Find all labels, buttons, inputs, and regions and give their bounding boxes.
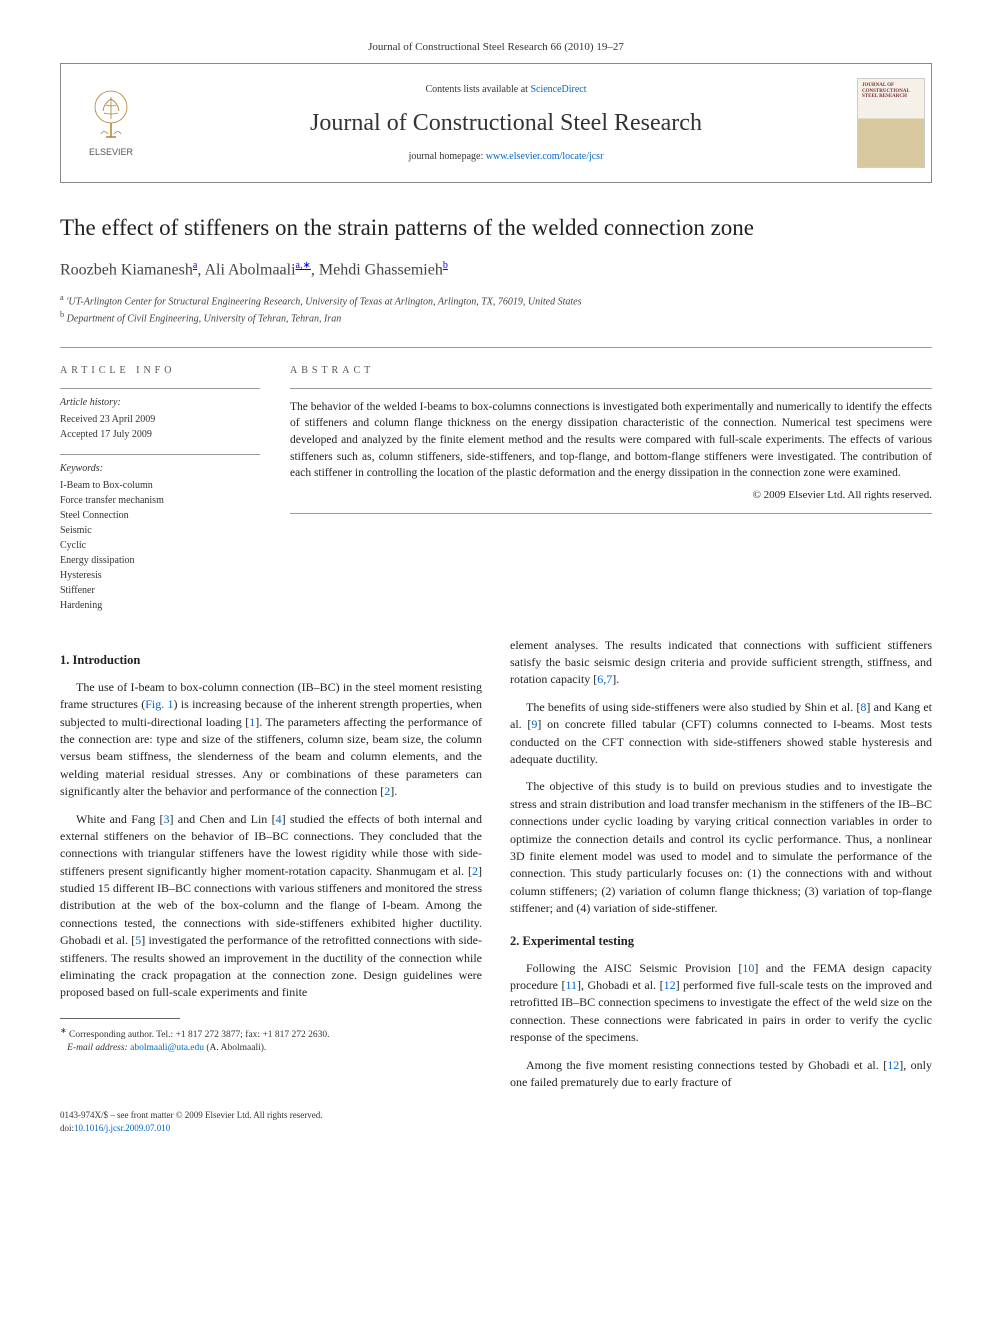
p4a: The benefits of using side-stiffeners we… [526, 700, 860, 714]
keyword-item: Seismic [60, 523, 260, 538]
author-1-affil-link[interactable]: a [193, 260, 197, 271]
publisher-logo-cell: ELSEVIER [61, 64, 161, 182]
keyword-item: Energy dissipation [60, 553, 260, 568]
p6c: ], Ghobadi et al. [ [577, 978, 664, 992]
intro-paragraph-5: The objective of this study is to build … [510, 778, 932, 917]
affiliation-b: b Department of Civil Engineering, Unive… [60, 309, 932, 326]
header-center: Contents lists available at ScienceDirec… [161, 64, 851, 182]
ref-12b-link[interactable]: 12 [887, 1058, 899, 1072]
journal-header-box: ELSEVIER Contents lists available at Sci… [60, 63, 932, 183]
fig1-link[interactable]: Fig. 1 [145, 697, 173, 711]
affil-b-sup: b [60, 310, 64, 319]
contents-list-line: Contents lists available at ScienceDirec… [425, 83, 586, 97]
corresponding-email-link[interactable]: abolmaali@uta.edu [130, 1043, 204, 1053]
accepted-date: Accepted 17 July 2009 [60, 427, 260, 442]
section-2-heading: 2. Experimental testing [510, 932, 932, 950]
keyword-item: I-Beam to Box-column [60, 478, 260, 493]
abstract-divider-top [290, 388, 932, 389]
history-label: Article history: [60, 388, 260, 410]
author-2: Ali Abolmaali [204, 262, 295, 279]
intro-paragraph-1: The use of I-beam to box-column connecti… [60, 679, 482, 801]
intro-paragraph-2: White and Fang [3] and Chen and Lin [4] … [60, 811, 482, 1002]
exp-paragraph-2: Among the five moment resisting connecti… [510, 1057, 932, 1092]
doi-line: doi:10.1016/j.jcsr.2009.07.010 [60, 1122, 932, 1135]
keyword-item: Hysteresis [60, 568, 260, 583]
affiliations: a 'UT-Arlington Center for Structural En… [60, 292, 932, 327]
p3a: element analyses. The results indicated … [510, 638, 932, 687]
keyword-item: Steel Connection [60, 508, 260, 523]
footnote-separator [60, 1018, 180, 1019]
email-who: (A. Abolmaali). [206, 1043, 266, 1053]
affil-a-sup: a [60, 293, 64, 302]
body-columns: 1. Introduction The use of I-beam to box… [60, 637, 932, 1092]
ref-11-link[interactable]: 11 [565, 978, 577, 992]
journal-reference: Journal of Constructional Steel Research… [60, 40, 932, 55]
article-info-label: ARTICLE INFO [60, 364, 260, 378]
journal-cover-cell: JOURNAL OF CONSTRUCTIONAL STEEL RESEARCH [851, 64, 931, 182]
corresponding-author-footnote: ∗ Corresponding author. Tel.: +1 817 272… [60, 1025, 482, 1056]
p7a: Among the five moment resisting connecti… [526, 1058, 887, 1072]
intro-paragraph-4: The benefits of using side-stiffeners we… [510, 699, 932, 769]
keyword-item: Force transfer mechanism [60, 493, 260, 508]
article-info-column: ARTICLE INFO Article history: Received 2… [60, 364, 260, 613]
abstract-column: ABSTRACT The behavior of the welded I-be… [290, 364, 932, 613]
author-3-affil-link[interactable]: b [443, 260, 448, 271]
received-date: Received 23 April 2009 [60, 412, 260, 427]
abstract-copyright: © 2009 Elsevier Ltd. All rights reserved… [290, 488, 932, 503]
journal-cover-thumbnail: JOURNAL OF CONSTRUCTIONAL STEEL RESEARCH [857, 78, 925, 168]
p3b: ]. [612, 672, 619, 686]
elsevier-tree-icon [86, 89, 136, 144]
keyword-item: Hardening [60, 598, 260, 613]
page-footer: 0143-974X/$ – see front matter © 2009 El… [60, 1109, 932, 1134]
section-1-heading: 1. Introduction [60, 651, 482, 669]
homepage-link[interactable]: www.elsevier.com/locate/jcsr [486, 151, 604, 162]
author-2-affil-link[interactable]: a,∗ [296, 260, 311, 271]
author-list: Roozbeh Kiamanesha, Ali Abolmaalia,∗, Me… [60, 259, 932, 282]
author-1: Roozbeh Kiamanesh [60, 262, 193, 279]
contents-prefix: Contents lists available at [425, 84, 530, 95]
homepage-line: journal homepage: www.elsevier.com/locat… [409, 150, 604, 164]
author-2-affil: a,∗ [296, 260, 311, 271]
keyword-item: Cyclic [60, 538, 260, 553]
homepage-prefix: journal homepage: [409, 151, 486, 162]
ref-10-link[interactable]: 10 [742, 961, 754, 975]
affiliation-a: a 'UT-Arlington Center for Structural En… [60, 292, 932, 309]
corr-marker: ∗ [60, 1026, 67, 1035]
keywords-label: Keywords: [60, 454, 260, 476]
abstract-divider-bottom [290, 513, 932, 514]
abstract-text: The behavior of the welded I-beams to bo… [290, 399, 932, 482]
email-label: E-mail address: [67, 1043, 128, 1053]
article-info-block: Article history: Received 23 April 2009 … [60, 388, 260, 613]
cover-title-text: JOURNAL OF CONSTRUCTIONAL STEEL RESEARCH [862, 83, 920, 100]
author-3-affil: b [443, 260, 448, 271]
corr-text: Corresponding author. Tel.: +1 817 272 3… [69, 1030, 330, 1040]
author-3: Mehdi Ghassemieh [319, 262, 443, 279]
author-1-affil: a [193, 260, 197, 271]
section-divider [60, 347, 932, 348]
journal-title: Journal of Constructional Steel Research [310, 107, 702, 141]
sciencedirect-link[interactable]: ScienceDirect [530, 84, 586, 95]
abstract-label: ABSTRACT [290, 364, 932, 378]
keyword-item: Stiffener [60, 583, 260, 598]
ref-67-link[interactable]: 6,7 [597, 672, 612, 686]
issn-line: 0143-974X/$ – see front matter © 2009 El… [60, 1109, 932, 1122]
ref-12-link[interactable]: 12 [664, 978, 676, 992]
info-abstract-row: ARTICLE INFO Article history: Received 2… [60, 364, 932, 613]
p4c: ] on concrete filled tabular (CFT) colum… [510, 717, 932, 766]
intro-paragraph-3: element analyses. The results indicated … [510, 637, 932, 689]
p6a: Following the AISC Seismic Provision [ [526, 961, 742, 975]
article-title: The effect of stiffeners on the strain p… [60, 213, 932, 243]
affil-b-text: Department of Civil Engineering, Univers… [67, 314, 342, 325]
exp-paragraph-1: Following the AISC Seismic Provision [10… [510, 960, 932, 1047]
publisher-label: ELSEVIER [89, 146, 133, 159]
doi-prefix: doi: [60, 1123, 74, 1133]
affil-a-text: 'UT-Arlington Center for Structural Engi… [66, 296, 581, 307]
p1d: ]. [390, 784, 397, 798]
p2a: White and Fang [ [76, 812, 164, 826]
p2b: ] and Chen and Lin [ [170, 812, 276, 826]
doi-link[interactable]: 10.1016/j.jcsr.2009.07.010 [74, 1123, 170, 1133]
